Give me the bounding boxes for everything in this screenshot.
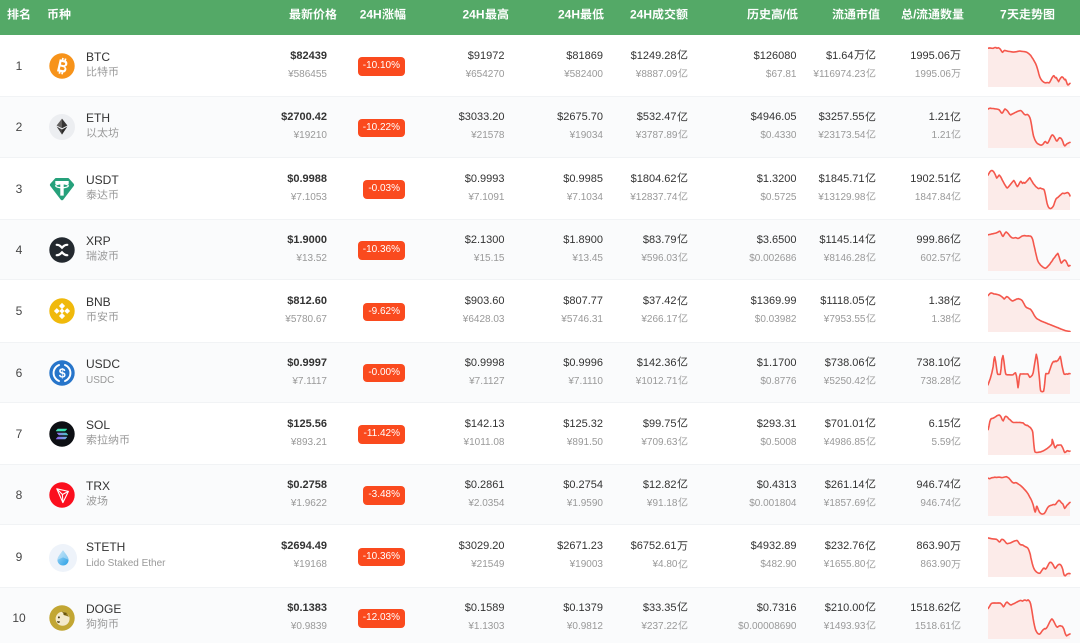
svg-text:$: $ — [59, 366, 66, 380]
